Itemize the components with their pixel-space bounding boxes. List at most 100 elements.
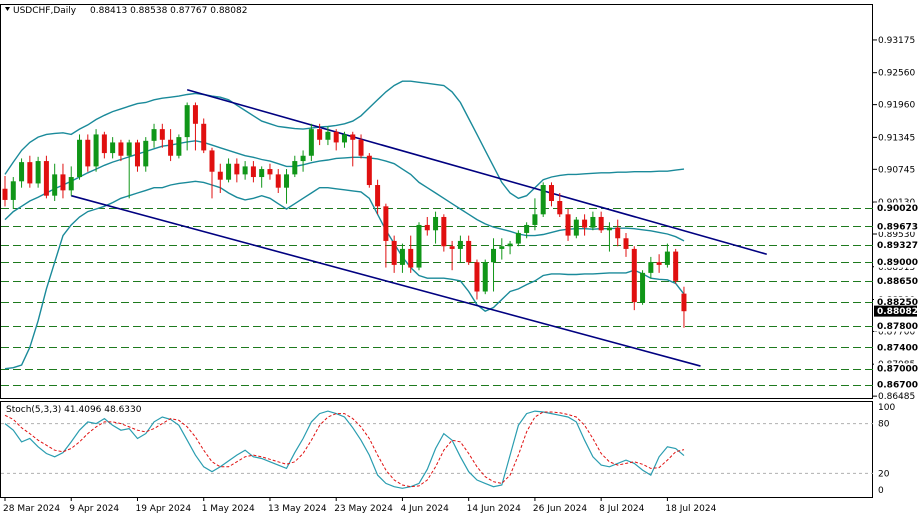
candle-body — [350, 134, 356, 140]
candle — [143, 137, 149, 172]
candle-body — [408, 248, 414, 268]
candle — [317, 123, 323, 146]
candle — [159, 123, 165, 148]
candle-body — [284, 174, 290, 188]
candle-body — [391, 240, 397, 265]
candle — [217, 163, 223, 194]
candle — [656, 254, 662, 273]
candle-body — [573, 219, 579, 236]
candle — [201, 118, 207, 154]
stoch-signal-line — [4, 411, 685, 488]
candle-body — [457, 240, 463, 249]
date-tick-label: 23 May 2024 — [334, 504, 393, 514]
candle — [308, 123, 314, 162]
candle — [540, 182, 546, 217]
candle-body — [110, 142, 116, 154]
candle — [101, 131, 107, 159]
candle-body — [664, 251, 670, 265]
candle-body — [143, 140, 149, 167]
candle-body — [77, 139, 83, 178]
candle — [416, 222, 422, 271]
candle-body — [308, 129, 314, 156]
candle-body — [466, 240, 472, 263]
candle — [424, 216, 430, 236]
candle-body — [590, 216, 596, 228]
candle — [499, 238, 505, 260]
stoch-tick-label: 20 — [878, 469, 890, 479]
candle — [118, 139, 124, 162]
candlesticks — [2, 102, 687, 328]
candle — [449, 240, 455, 271]
candle — [640, 270, 646, 305]
ohlc-values: 0.88413 0.88538 0.87767 0.88082 — [90, 6, 247, 16]
candle-body — [673, 251, 679, 281]
candle — [466, 235, 472, 265]
candle — [623, 232, 629, 257]
candle-body — [375, 185, 381, 207]
candle-body — [176, 137, 182, 156]
candle — [250, 161, 256, 183]
candle-body — [226, 163, 232, 180]
level-label: 0.89000 — [877, 258, 918, 268]
date-tick-label: 14 Jun 2024 — [467, 504, 521, 514]
trend-channel — [71, 88, 767, 367]
candle — [284, 169, 290, 204]
candle-body — [424, 224, 430, 231]
candle — [85, 134, 91, 172]
level-label-bg — [874, 320, 917, 332]
date-tick-label: 8 Jul 2024 — [599, 504, 644, 514]
candle — [77, 134, 83, 180]
candle-body — [416, 224, 422, 268]
candle-body — [259, 169, 265, 178]
candle-body — [358, 139, 364, 156]
price-tick-label: 0.90745 — [878, 165, 915, 175]
price-tick-label: 0.86485 — [878, 392, 915, 402]
candle-body — [507, 243, 513, 247]
candle-body — [640, 272, 646, 303]
candle — [350, 131, 356, 167]
chart-menu-triangle-icon[interactable] — [5, 7, 10, 11]
candle-body — [631, 248, 637, 303]
candle-body — [441, 216, 447, 247]
candle-body — [615, 227, 621, 239]
date-tick-label: 18 Jul 2024 — [665, 504, 716, 514]
candle — [557, 193, 563, 217]
level-label: 0.87000 — [877, 365, 918, 375]
candle-body — [126, 142, 132, 156]
candle — [176, 134, 182, 159]
candle-body — [85, 139, 91, 167]
candle-body — [43, 161, 49, 196]
candle-body — [60, 174, 66, 191]
stoch-title: Stoch(5,3,3) 41.4096 48.6330 — [6, 405, 142, 415]
price-tick-label: 0.87700 — [878, 327, 915, 337]
candle — [292, 155, 298, 178]
candle-body — [399, 248, 405, 265]
candle-body — [27, 162, 33, 184]
candle — [43, 155, 49, 199]
candle — [60, 163, 66, 199]
candle — [565, 208, 571, 241]
candle — [209, 147, 215, 199]
candle — [606, 222, 612, 252]
candle-body — [582, 219, 588, 228]
candle-body — [234, 163, 240, 175]
candle-body — [449, 246, 455, 249]
candle-body — [19, 162, 25, 182]
bollinger-middle-band — [4, 140, 685, 242]
candle — [366, 153, 372, 188]
candle-body — [168, 139, 174, 156]
candle — [93, 129, 99, 172]
candle-body — [681, 293, 687, 312]
candle-body — [101, 134, 107, 154]
level-label-bg — [874, 379, 917, 391]
price-tick-label: 0.91345 — [878, 133, 915, 143]
candle — [10, 177, 16, 209]
price-axis: 0.931750.925600.919600.913450.907450.901… — [873, 36, 918, 402]
level-label-bg — [874, 341, 917, 353]
candle-body — [532, 214, 538, 225]
channel-upper-line — [186, 88, 767, 256]
main-panel-frame — [0, 4, 873, 399]
candle-body — [499, 246, 505, 249]
candle-body — [317, 129, 323, 140]
